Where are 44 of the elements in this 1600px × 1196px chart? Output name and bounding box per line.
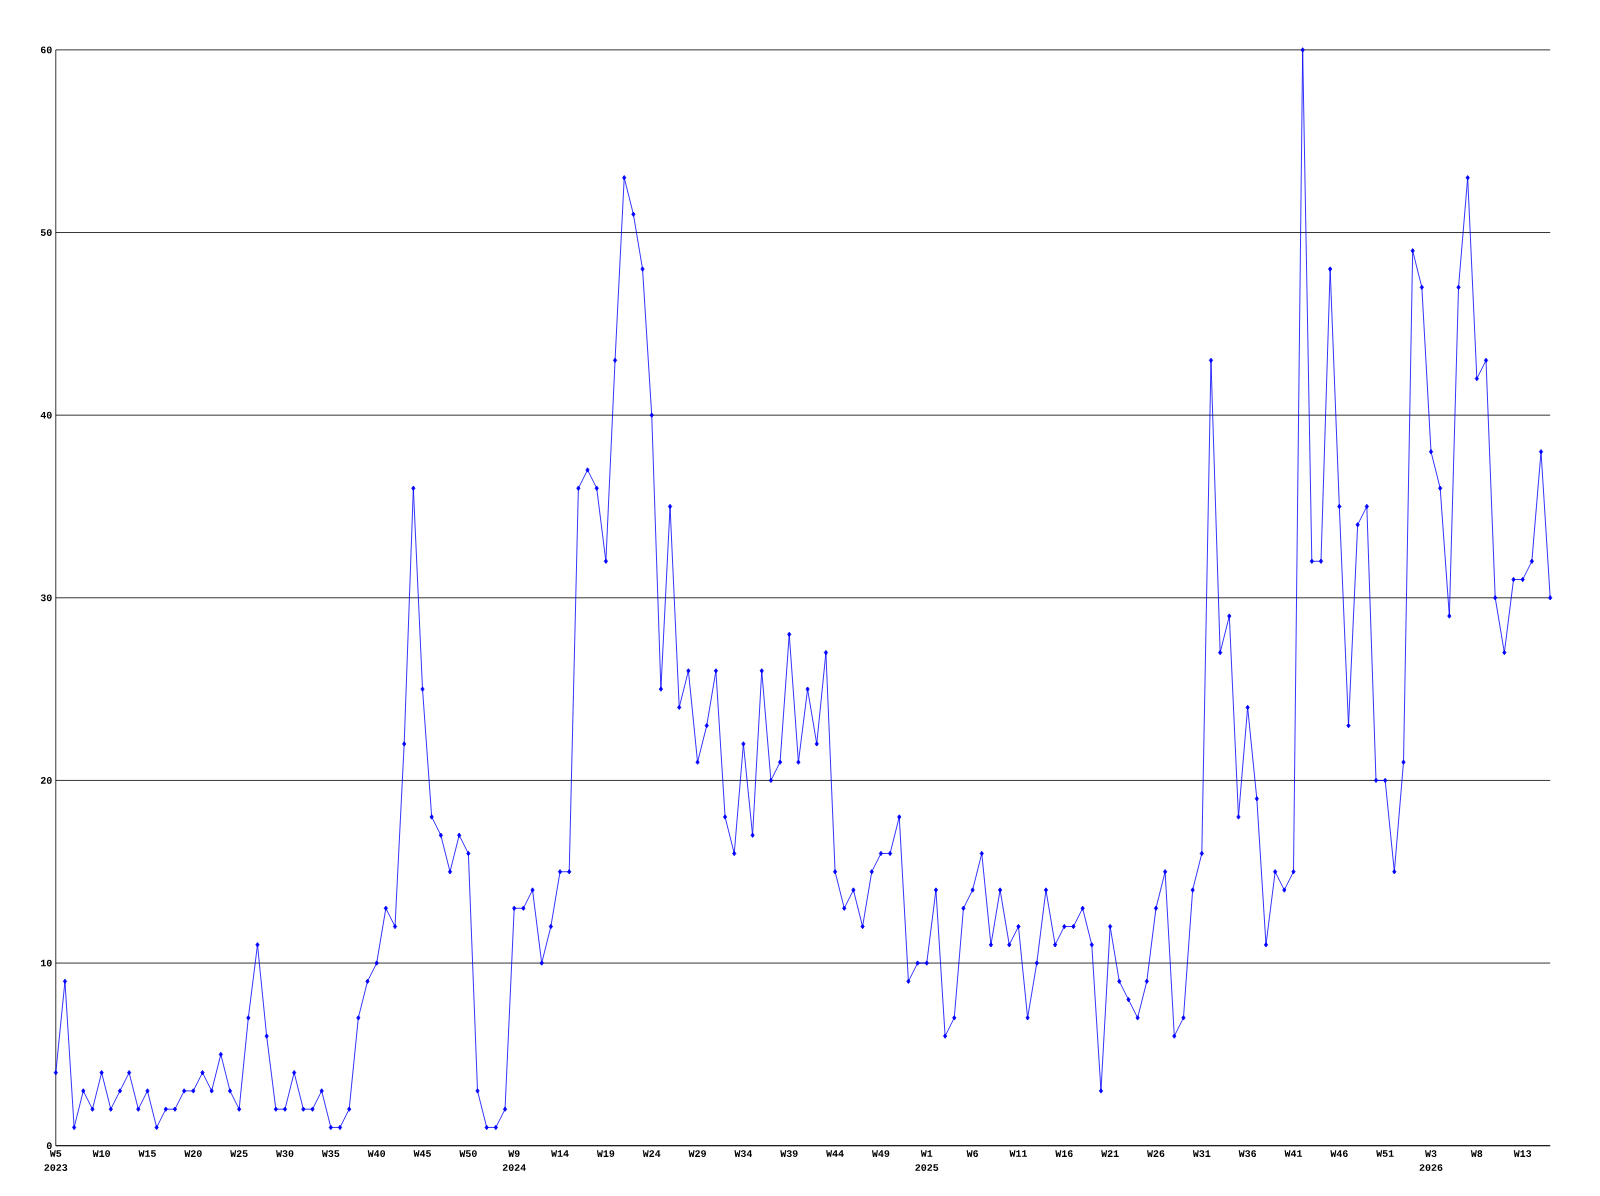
x-tick-label: W20: [184, 1150, 202, 1158]
x-tick-label: W50: [459, 1150, 477, 1158]
y-tick-label: 50: [40, 229, 52, 237]
x-tick-label: W29: [688, 1150, 706, 1158]
x-tick-label: W13: [1513, 1150, 1532, 1158]
x-tick-label: W39: [780, 1150, 798, 1158]
x-tick-label: W30: [276, 1150, 294, 1158]
x-tick-label: W44: [826, 1150, 844, 1158]
y-tick-label: 10: [40, 959, 52, 967]
x-tick-label: W21: [1101, 1150, 1119, 1158]
x-tick-label: W51: [1376, 1150, 1394, 1158]
x-tick-label: W11: [1009, 1150, 1027, 1158]
x-tick-label: W45: [413, 1150, 431, 1158]
y-tick-label: 60: [40, 46, 52, 54]
x-tick-label: W25: [230, 1150, 248, 1158]
y-tick-label: 40: [40, 412, 52, 419]
x-tick-label: W6: [966, 1150, 979, 1158]
y-tick-label: 0: [46, 1142, 52, 1150]
x-tick-label: W31: [1192, 1150, 1211, 1158]
x-tick-label: W34: [734, 1150, 753, 1158]
x-tick-label: W26: [1147, 1150, 1165, 1158]
text: 2026: [1419, 1164, 1443, 1172]
y-tick-label: 20: [40, 777, 52, 785]
x-tick-label: W9: [508, 1150, 520, 1158]
x-tick-label: W3: [1425, 1150, 1437, 1158]
x-tick-label: W35: [321, 1150, 340, 1158]
x-tick-label: W1: [920, 1150, 933, 1158]
text: 2024: [502, 1164, 526, 1172]
x-tick-label: W46: [1330, 1150, 1348, 1158]
x-tick-label: W14: [551, 1150, 569, 1158]
x-tick-label: W24: [642, 1150, 661, 1158]
x-tick-label: W19: [596, 1150, 615, 1158]
x-tick-label: W8: [1470, 1150, 1483, 1158]
x-tick-label: W15: [138, 1150, 156, 1158]
x-tick-label: W36: [1238, 1150, 1257, 1158]
x-tick-label: W40: [367, 1150, 386, 1158]
x-tick-label: W16: [1055, 1150, 1073, 1158]
x-tick-label: W5: [49, 1150, 62, 1158]
text: 2023: [44, 1164, 68, 1172]
x-tick-label: W41: [1284, 1150, 1303, 1158]
x-tick-label: W10: [92, 1150, 111, 1158]
x-tick-label: W49: [871, 1150, 890, 1158]
text: 2025: [915, 1164, 939, 1172]
y-tick-label: 30: [40, 594, 52, 602]
